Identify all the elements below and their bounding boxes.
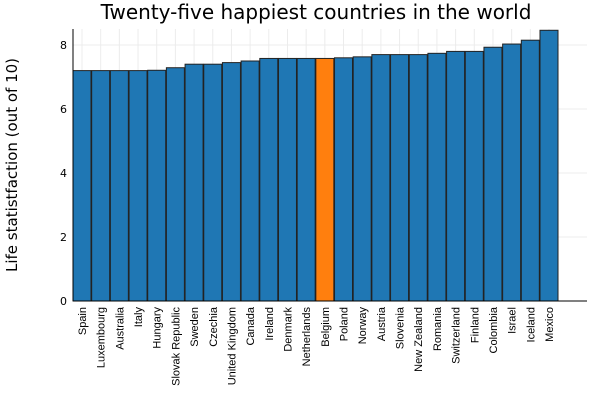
bar-israel bbox=[502, 43, 522, 302]
bar-slovenia bbox=[390, 54, 410, 302]
bar-czechia bbox=[203, 63, 223, 302]
bar-denmark bbox=[277, 57, 297, 302]
x-tick-label: Sweden bbox=[189, 307, 201, 347]
y-tick-label: 0 bbox=[60, 295, 67, 308]
bar-poland bbox=[334, 57, 354, 302]
x-tick-label: Colombia bbox=[488, 306, 500, 353]
y-tick-label: 8 bbox=[60, 39, 67, 52]
bar-italy bbox=[128, 70, 148, 302]
x-tick-label: Ireland bbox=[264, 307, 276, 341]
bar-iceland bbox=[520, 39, 540, 302]
bar-ireland bbox=[259, 57, 279, 302]
x-tick-label: New Zealand bbox=[413, 307, 425, 372]
bar-new-zealand bbox=[408, 54, 428, 302]
x-tick-label: Finland bbox=[469, 307, 481, 343]
bar-canada bbox=[240, 60, 260, 302]
y-tick-label: 6 bbox=[60, 103, 67, 116]
x-tick-label: Denmark bbox=[282, 307, 294, 352]
x-tick-label: Mexico bbox=[544, 307, 556, 342]
bar-slovak-republic bbox=[165, 67, 185, 302]
bar-switzerland bbox=[446, 50, 466, 302]
x-tick-label: Iceland bbox=[525, 307, 537, 342]
bar-luxembourg bbox=[91, 70, 111, 302]
x-tick-label: Australia bbox=[114, 306, 126, 350]
x-tick-label: Slovenia bbox=[395, 306, 407, 349]
x-tick-label: Luxembourg bbox=[96, 307, 108, 368]
x-tick-label: Italy bbox=[133, 307, 145, 328]
bar-spain bbox=[72, 70, 92, 302]
x-tick-label: Romania bbox=[432, 306, 444, 351]
x-tick-label: Poland bbox=[339, 307, 351, 341]
bar-colombia bbox=[483, 46, 503, 302]
bar-mexico bbox=[539, 29, 559, 302]
bar-norway bbox=[352, 56, 372, 302]
bar-romania bbox=[427, 52, 447, 302]
x-tick-label: Netherlands bbox=[301, 307, 313, 367]
bar-sweden bbox=[184, 63, 204, 302]
bar-belgium bbox=[315, 57, 335, 302]
bar-finland bbox=[464, 50, 484, 302]
x-tick-label: Belgium bbox=[320, 307, 332, 347]
x-tick-label: Spain bbox=[77, 307, 89, 335]
bar-australia bbox=[109, 70, 129, 302]
bar-austria bbox=[371, 54, 391, 302]
x-tick-label: Israel bbox=[507, 307, 519, 334]
bar-hungary bbox=[147, 69, 167, 302]
x-tick-label: Canada bbox=[245, 306, 257, 345]
bar-united-kingdom bbox=[221, 62, 241, 302]
y-tick-label: 4 bbox=[60, 167, 67, 180]
x-tick-label: Slovak Republic bbox=[170, 307, 182, 386]
bar-netherlands bbox=[296, 57, 316, 302]
x-tick-label: Czechia bbox=[208, 306, 220, 347]
x-tick-label: Norway bbox=[357, 307, 369, 345]
chart-title: Twenty-five happiest countries in the wo… bbox=[100, 0, 532, 24]
x-tick-label: Switzerland bbox=[451, 307, 463, 364]
x-tick-label: United Kingdom bbox=[226, 307, 238, 385]
x-tick-label: Austria bbox=[376, 306, 388, 341]
y-tick-label: 2 bbox=[60, 231, 67, 244]
x-tick-label: Hungary bbox=[152, 307, 164, 349]
y-axis-label: Life statistfaction (out of 10) bbox=[3, 58, 21, 272]
